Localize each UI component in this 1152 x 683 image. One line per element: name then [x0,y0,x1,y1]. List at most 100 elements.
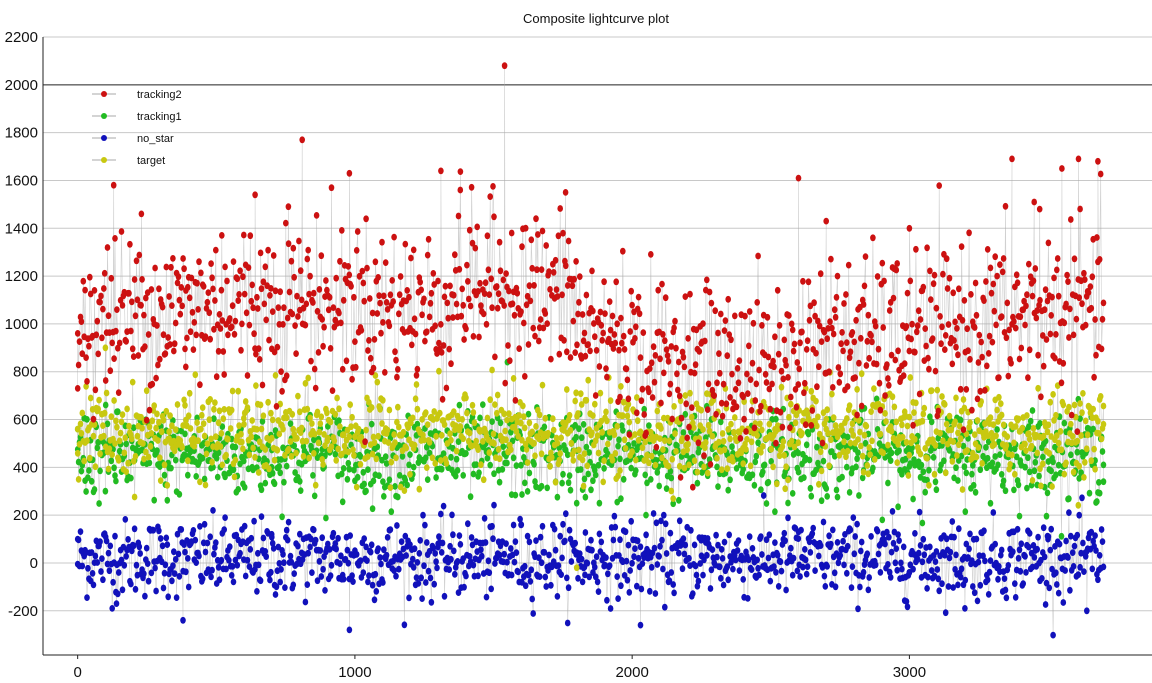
data-point [537,533,544,541]
data-point [1061,319,1068,327]
data-point [232,456,239,464]
data-point [924,454,930,462]
data-point [632,335,638,342]
data-point [138,210,145,218]
data-point [406,594,412,602]
data-point [555,232,562,240]
data-point [1096,552,1103,559]
data-point [153,587,159,595]
data-point [592,400,598,408]
data-point [277,288,284,296]
data-point [961,404,968,412]
data-point [163,534,170,542]
data-point [322,587,328,594]
data-point [318,413,325,421]
data-point [772,539,778,546]
data-point [196,552,202,560]
data-point [258,486,265,494]
data-point [596,530,603,538]
data-point [729,370,735,378]
data-point [529,264,535,272]
data-point [662,337,668,345]
data-point [77,528,84,535]
data-point [542,310,549,317]
data-point [886,533,892,541]
data-point [474,223,481,231]
data-point [689,413,695,421]
data-point [1010,548,1016,556]
data-point [529,428,535,436]
data-point [847,526,854,534]
data-point [423,454,429,462]
data-point [255,561,262,569]
data-point [364,557,370,564]
data-point [582,493,589,501]
data-point [380,478,386,485]
data-point [852,374,858,381]
data-point [737,435,744,442]
data-point [734,365,741,372]
data-point [440,342,447,349]
data-point [937,466,943,474]
data-point [971,324,978,331]
data-point [870,234,876,242]
data-point [1046,584,1053,592]
data-point [340,575,347,583]
data-point [851,338,858,346]
data-point [512,538,519,545]
data-point [408,254,414,262]
data-point [1095,417,1101,425]
data-point [406,293,412,301]
data-point [802,556,809,564]
data-point [145,453,152,461]
data-point [309,420,315,427]
data-point [78,467,85,475]
data-point [1096,489,1103,497]
data-point [269,533,275,541]
data-point [616,552,622,559]
data-point [942,332,949,339]
data-point [382,259,389,266]
data-point [666,437,673,445]
data-point [800,563,806,571]
data-point [280,551,286,558]
data-point [621,572,628,579]
data-point [1000,421,1007,429]
data-point [452,570,458,578]
data-point [1052,354,1058,362]
data-point [740,393,746,401]
data-point [371,336,378,343]
data-point [782,485,788,493]
data-point [447,430,453,438]
data-point [499,466,506,473]
data-point [714,379,720,387]
data-point [734,547,741,554]
data-point [667,467,674,475]
data-point [411,441,418,449]
data-point [369,309,376,317]
data-point [153,374,159,382]
data-point [531,439,537,447]
data-point [210,507,216,514]
data-point [812,312,818,320]
data-point [113,477,119,485]
data-point [904,422,911,430]
data-point [575,574,581,582]
data-point [295,392,301,400]
data-point [753,452,760,460]
data-point [769,380,775,388]
data-point [297,408,303,416]
data-point [843,291,849,298]
data-point [84,437,90,445]
data-point [1023,447,1029,454]
data-point [706,288,713,296]
data-point [339,365,346,373]
data-point [560,520,566,528]
data-point [1023,569,1029,576]
data-point [327,345,334,352]
data-point [692,361,699,369]
data-point [832,583,839,591]
data-point [466,429,473,437]
data-point [719,555,726,562]
data-point [1035,351,1041,359]
